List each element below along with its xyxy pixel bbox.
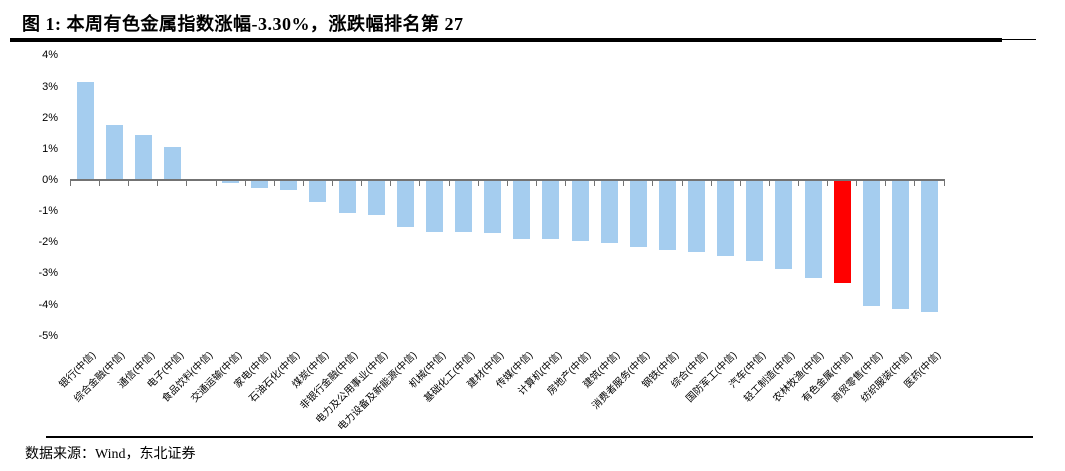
axis-tick	[535, 181, 537, 186]
chart-bar	[862, 180, 880, 307]
axis-tick	[885, 181, 887, 186]
axis-tick	[244, 181, 246, 186]
footer-rule	[46, 436, 1033, 438]
axis-tick	[70, 181, 71, 186]
chart-bar	[280, 180, 298, 191]
chart-bar	[513, 180, 531, 239]
axis-tick	[215, 181, 217, 186]
y-tick-label: -5%	[38, 329, 58, 342]
chart-bar	[658, 180, 676, 251]
chart-bar	[600, 180, 618, 243]
chart-bar	[484, 180, 502, 234]
axis-tick	[332, 181, 334, 186]
data-source-label: 数据来源：Wind，东北证券	[25, 447, 196, 462]
y-tick-label: 2%	[42, 111, 58, 124]
axis-tick	[768, 181, 770, 186]
chart-bar	[717, 180, 735, 256]
chart-bar	[338, 180, 356, 214]
x-axis-line	[70, 179, 945, 181]
chart-bar	[425, 180, 443, 232]
chart-bar	[367, 180, 385, 215]
y-tick-label: 1%	[42, 142, 58, 155]
y-tick-label: 4%	[42, 49, 58, 62]
chart-bar	[455, 180, 473, 233]
axis-tick	[798, 181, 799, 186]
axis-tick	[856, 181, 858, 186]
chart-bar	[891, 180, 909, 310]
chart-bar	[222, 180, 240, 184]
chart-bar	[251, 180, 269, 189]
y-tick-label: -4%	[38, 298, 58, 311]
chart-bar	[105, 124, 123, 180]
y-tick-label: -1%	[38, 205, 58, 218]
axis-tick	[273, 181, 275, 186]
title-rule-thin	[1002, 39, 1036, 40]
axis-tick	[506, 181, 508, 186]
axis-tick	[448, 181, 450, 186]
axis-tick	[477, 181, 479, 186]
axis-tick	[419, 181, 421, 186]
axis-tick	[186, 181, 188, 186]
axis-tick	[681, 181, 683, 186]
axis-tick	[128, 181, 130, 186]
bar-chart: 4% 3% 2% 1% 0% -1% -2% -3% -4% -5% 银行(中信) 综合金融(中信) 通…	[38, 49, 945, 433]
axis-tick	[594, 181, 596, 186]
chart-bar	[396, 180, 414, 228]
chart-bar	[542, 180, 560, 240]
axis-tick	[710, 181, 712, 186]
chart-bar	[775, 180, 793, 270]
chart-bar	[163, 146, 181, 180]
chart-bar	[804, 180, 822, 279]
axis-tick	[99, 181, 101, 186]
y-tick-label: 3%	[42, 80, 58, 93]
chart-bar	[629, 180, 647, 248]
chart-bar	[134, 134, 152, 180]
axis-tick	[914, 181, 916, 186]
axis-tick	[390, 181, 392, 186]
axis-tick	[943, 181, 945, 186]
axis-tick	[739, 181, 741, 186]
chart-bar	[76, 81, 94, 180]
chart-bar	[309, 180, 327, 202]
bar-highlight	[833, 180, 851, 283]
y-tick-label: 0%	[42, 174, 58, 186]
figure-title: 图 1: 本周有色金属指数涨幅-3.30%，涨跌幅排名第 27	[22, 14, 464, 34]
chart-bar	[746, 180, 764, 261]
title-rule-thick	[10, 38, 1002, 42]
y-tick-label: -3%	[38, 267, 58, 280]
chart-bar	[688, 180, 706, 253]
axis-tick	[361, 181, 363, 186]
chart-bar	[571, 180, 589, 242]
y-tick-label: -2%	[38, 236, 58, 249]
axis-tick	[623, 181, 625, 186]
axis-tick	[827, 181, 829, 186]
axis-tick	[157, 181, 159, 186]
axis-tick	[652, 181, 654, 186]
axis-tick	[302, 181, 304, 186]
chart-bar	[920, 180, 938, 313]
axis-tick	[565, 181, 567, 186]
